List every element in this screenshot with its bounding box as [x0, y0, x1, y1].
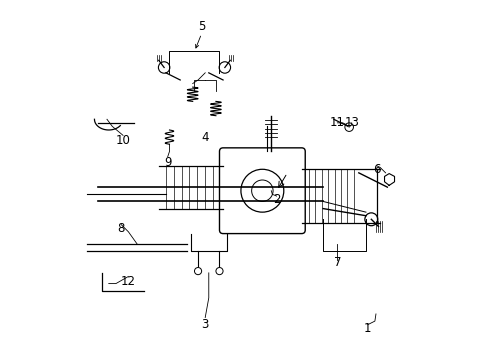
FancyBboxPatch shape — [219, 148, 305, 234]
Text: 13: 13 — [344, 116, 358, 129]
Text: 8: 8 — [117, 222, 125, 235]
Text: 1: 1 — [363, 322, 371, 335]
Text: 5: 5 — [198, 20, 205, 33]
Text: 2: 2 — [272, 193, 280, 206]
Text: 11: 11 — [329, 116, 344, 129]
Text: 7: 7 — [333, 256, 341, 269]
Text: 9: 9 — [163, 156, 171, 168]
Text: 6: 6 — [372, 163, 380, 176]
Text: 12: 12 — [121, 275, 136, 288]
Text: 3: 3 — [201, 318, 208, 331]
Text: 10: 10 — [115, 134, 130, 147]
Text: 4: 4 — [201, 131, 208, 144]
